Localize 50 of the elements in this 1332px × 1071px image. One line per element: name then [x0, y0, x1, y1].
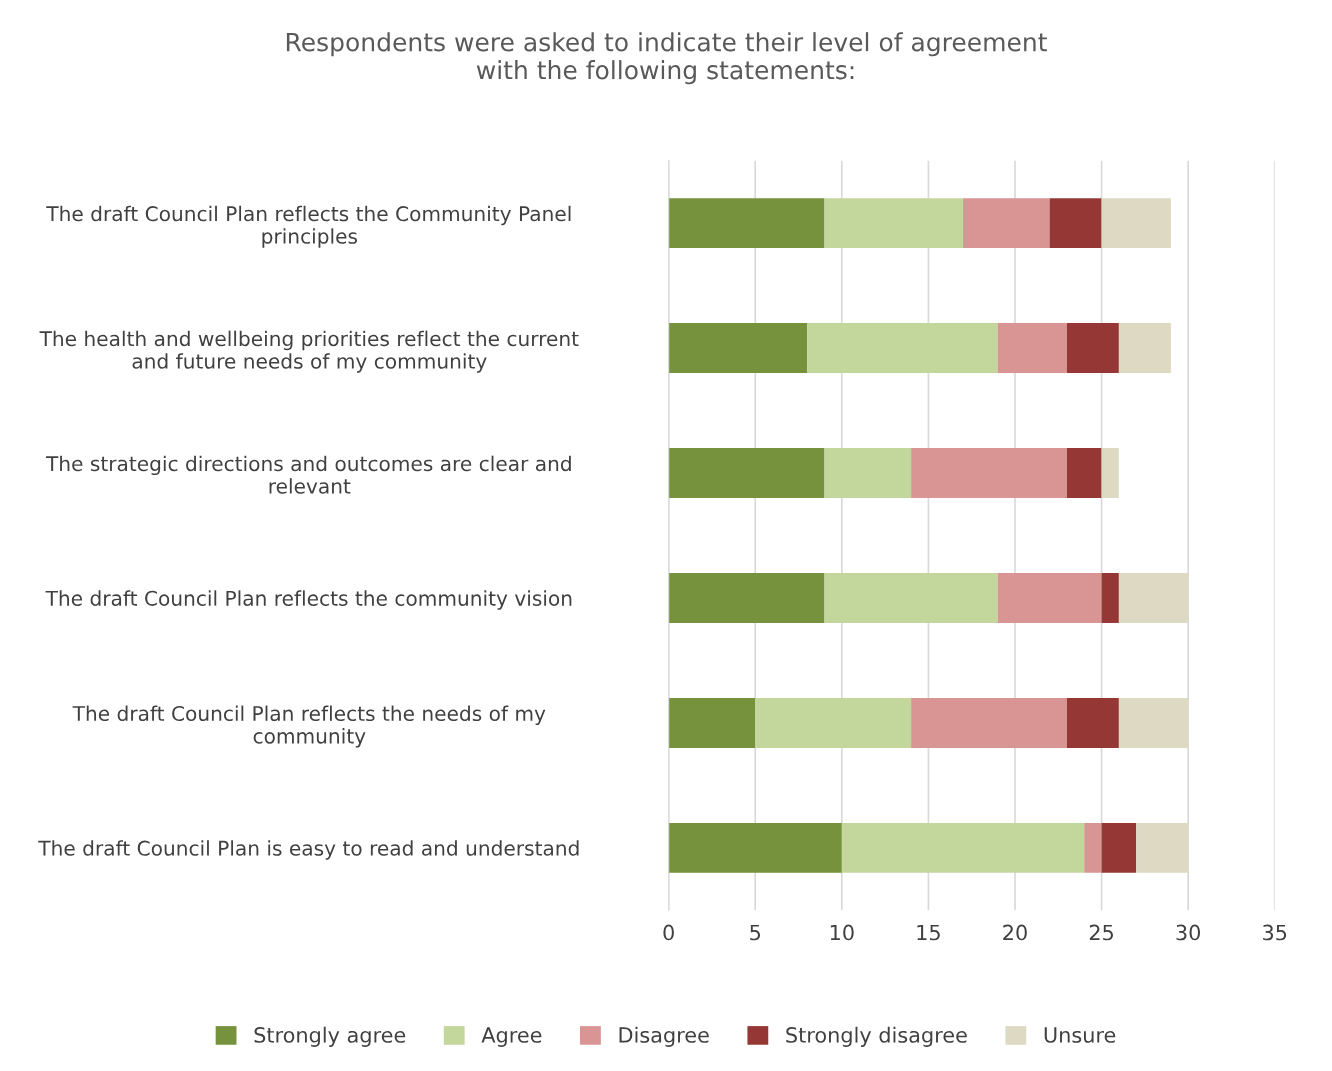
legend-label: Disagree — [619, 1026, 709, 1047]
bar — [997, 572, 1102, 623]
y-tick-label: The draft Council Plan reflects the Community Panel principles — [46, 205, 571, 248]
bar — [668, 448, 825, 499]
bar — [841, 822, 1085, 873]
bar — [668, 198, 825, 249]
bar — [668, 323, 808, 374]
bar — [963, 198, 1050, 249]
bar — [824, 448, 912, 499]
bar — [1101, 822, 1137, 873]
bar — [1084, 822, 1102, 873]
bar — [1066, 323, 1119, 374]
legend-label: Agree — [481, 1027, 542, 1047]
bar — [807, 323, 998, 374]
legend-label: Strongly agree — [254, 1026, 406, 1047]
x-tick-label: 15 — [917, 924, 940, 941]
y-tick-label: The health and wellbeing priorities reflect the current and future needs of my community — [39, 330, 579, 373]
bar — [1118, 323, 1171, 374]
x-tick-label: 5 — [750, 924, 761, 941]
legend-label: Strongly disagree — [786, 1026, 967, 1047]
x-tick-label: 25 — [1089, 924, 1113, 941]
bar — [1101, 572, 1119, 623]
bar — [911, 697, 1067, 748]
bar — [668, 572, 825, 623]
y-tick-label: The draft Council Plan reflects the community vision — [45, 590, 572, 610]
x-tick-label: 35 — [1263, 924, 1287, 941]
y-tick-label: The strategic directions and outcomes are clear and relevant — [45, 455, 571, 494]
bar — [997, 323, 1067, 374]
bar — [668, 697, 756, 748]
bar — [824, 572, 998, 623]
y-tick-label: The draft Council Plan is easy to read and understand — [38, 840, 579, 860]
x-tick-label: 20 — [1003, 924, 1027, 941]
bar — [1136, 822, 1189, 873]
bar — [1101, 198, 1171, 249]
x-tick-label: 10 — [830, 924, 854, 941]
bar — [1049, 198, 1102, 249]
bar — [1118, 572, 1189, 623]
x-tick-label: 30 — [1176, 924, 1201, 941]
bar — [668, 822, 842, 873]
bar — [1101, 448, 1119, 499]
legend-label: Unsure — [1044, 1027, 1116, 1043]
bar — [1066, 697, 1119, 748]
bar — [1066, 448, 1102, 499]
bar — [1118, 697, 1189, 748]
y-tick-label: The draft Council Plan reflects the needs of my community — [72, 705, 546, 748]
bar — [755, 697, 912, 748]
bar — [824, 198, 964, 249]
bar — [911, 448, 1067, 499]
x-tick-label: 0 — [663, 924, 674, 941]
chart-title: Respondents were asked to indicate their level of agreement with the following statements: — [286, 32, 1047, 85]
